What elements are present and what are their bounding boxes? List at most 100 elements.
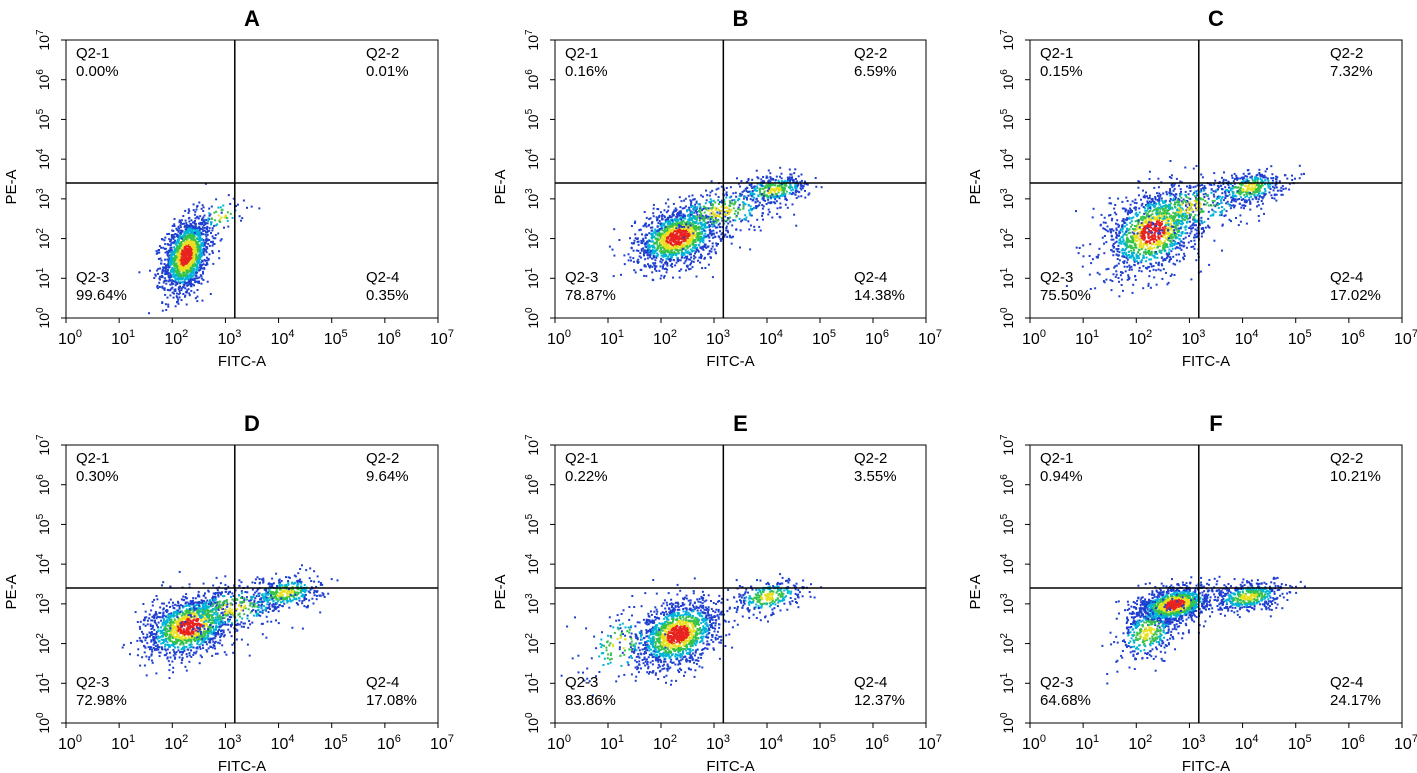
data-point [193, 254, 196, 257]
data-point [1098, 273, 1101, 276]
data-point [700, 255, 703, 258]
data-point [1145, 209, 1148, 212]
data-point [179, 285, 181, 288]
data-point [1159, 240, 1162, 243]
quadrant-percent: 6.59% [854, 63, 897, 80]
data-point [695, 226, 698, 229]
data-point [1157, 215, 1160, 218]
data-point [794, 185, 797, 188]
data-point [1129, 235, 1132, 238]
data-point [1157, 218, 1160, 221]
quadrant-percent: 14.38% [854, 287, 905, 304]
data-point [725, 193, 728, 196]
data-point [672, 232, 675, 235]
data-point [682, 235, 685, 238]
data-point [692, 232, 695, 235]
data-point [1117, 254, 1120, 257]
data-point [158, 249, 160, 251]
data-point [1159, 193, 1162, 196]
data-point [193, 291, 196, 294]
data-point [682, 253, 684, 256]
data-point [801, 187, 804, 190]
data-point [728, 234, 731, 237]
data-point [164, 267, 167, 270]
data-point [158, 281, 161, 284]
data-point [1171, 242, 1174, 245]
data-point [1114, 275, 1117, 278]
data-point [155, 252, 158, 255]
data-point [665, 235, 668, 238]
data-point [192, 252, 195, 255]
data-point [1146, 224, 1149, 227]
data-point [1174, 227, 1177, 230]
data-point [163, 263, 166, 265]
data-point [658, 232, 661, 234]
data-point [1102, 227, 1105, 230]
data-point [1120, 236, 1123, 239]
data-point [711, 276, 714, 279]
data-point [1162, 259, 1165, 262]
data-point [182, 274, 185, 277]
y-tick-label: 102 [524, 228, 541, 250]
data-point [1167, 208, 1170, 211]
data-point [1172, 219, 1174, 222]
data-point [779, 195, 782, 198]
data-point [654, 237, 657, 240]
data-point [158, 286, 161, 288]
data-point [1155, 261, 1158, 264]
data-point [210, 221, 213, 224]
data-point [684, 239, 687, 242]
data-point [1157, 211, 1160, 214]
data-point [686, 266, 689, 269]
data-point [197, 240, 200, 243]
data-point [1109, 230, 1112, 233]
data-point [1161, 256, 1164, 259]
data-point [1150, 224, 1153, 227]
data-point [199, 254, 202, 256]
data-point [1164, 237, 1167, 239]
data-point [217, 232, 220, 235]
data-point [193, 268, 196, 271]
data-point [1118, 280, 1120, 283]
data-point [649, 245, 652, 248]
data-point [1169, 203, 1172, 206]
data-point [735, 195, 738, 198]
data-point [701, 224, 704, 227]
data-point [1130, 225, 1133, 228]
data-point [800, 195, 803, 198]
data-point [773, 196, 776, 199]
data-point [198, 282, 201, 284]
data-point [196, 295, 199, 298]
data-point [752, 193, 754, 195]
data-point [669, 219, 672, 222]
data-point [663, 267, 666, 270]
data-point [197, 259, 200, 262]
data-point [710, 212, 713, 215]
data-point [646, 234, 649, 236]
data-point [1169, 223, 1172, 226]
data-point [674, 207, 677, 210]
data-point [1108, 197, 1111, 200]
data-point [636, 240, 639, 243]
data-point [182, 255, 185, 258]
data-point [696, 235, 699, 238]
data-point [797, 183, 800, 186]
data-point [644, 265, 647, 268]
data-point [1118, 259, 1121, 262]
data-point [1207, 217, 1210, 220]
data-point [788, 176, 791, 179]
data-point [733, 199, 736, 201]
data-point [170, 287, 173, 290]
data-point [1126, 241, 1129, 244]
data-point [672, 252, 675, 255]
data-point [1181, 220, 1184, 223]
data-point [1143, 229, 1146, 231]
data-point [693, 227, 696, 229]
data-point [185, 222, 188, 225]
data-point [665, 253, 668, 256]
data-point [684, 249, 687, 252]
data-point [164, 236, 167, 239]
data-point [714, 216, 717, 219]
data-point [1182, 256, 1185, 259]
